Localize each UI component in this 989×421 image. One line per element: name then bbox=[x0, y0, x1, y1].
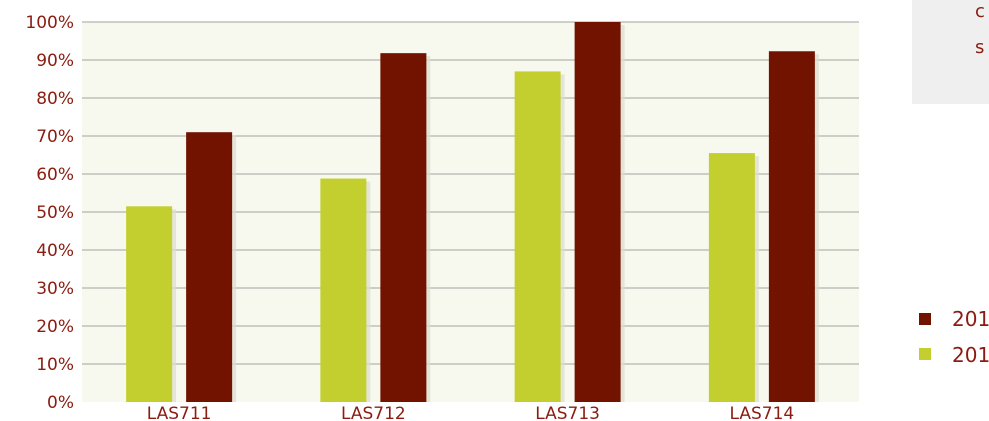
bar-2014-LAS714 bbox=[708, 153, 755, 402]
note-line-1: c bbox=[975, 1, 985, 22]
bar-2014-LAS712 bbox=[320, 178, 367, 402]
y-tick-label: 0% bbox=[47, 393, 74, 413]
y-tick-label: 100% bbox=[25, 13, 74, 33]
bar-2015-LAS712 bbox=[380, 53, 427, 402]
bar-2015-LAS713 bbox=[574, 22, 621, 402]
legend: 2015 2014 bbox=[919, 307, 989, 367]
bar-2014-LAS713 bbox=[514, 71, 561, 403]
y-tick-label: 90% bbox=[36, 51, 74, 71]
x-axis-labels: LAS711 LAS712 LAS713 LAS714 bbox=[147, 404, 794, 421]
bar-2015-LAS711 bbox=[186, 132, 233, 402]
bar-2015-LAS714 bbox=[768, 51, 815, 402]
y-tick-label: 20% bbox=[36, 317, 74, 337]
x-category-label: LAS712 bbox=[341, 404, 406, 421]
bars bbox=[126, 22, 819, 403]
bar-2014-LAS711 bbox=[126, 206, 173, 402]
x-category-label: LAS713 bbox=[535, 404, 600, 421]
legend-label-2014: 2014 bbox=[952, 343, 989, 367]
legend-swatch-2014 bbox=[919, 348, 931, 360]
x-category-label: LAS711 bbox=[147, 404, 212, 421]
y-tick-label: 60% bbox=[36, 165, 74, 185]
y-tick-label: 80% bbox=[36, 89, 74, 109]
y-tick-label: 70% bbox=[36, 127, 74, 147]
note-line-2: s bbox=[975, 37, 984, 58]
x-category-label: LAS714 bbox=[730, 404, 795, 421]
y-tick-label: 50% bbox=[36, 203, 74, 223]
note-box: c s bbox=[912, 0, 989, 104]
y-tick-label: 30% bbox=[36, 279, 74, 299]
y-tick-label: 10% bbox=[36, 355, 74, 375]
legend-label-2015: 2015 bbox=[952, 307, 989, 331]
legend-swatch-2015 bbox=[919, 313, 931, 325]
y-tick-label: 40% bbox=[36, 241, 74, 261]
y-axis-ticks: 0% 10% 20% 30% 40% 50% 60% 70% 80% 90% 100% bbox=[25, 13, 74, 413]
